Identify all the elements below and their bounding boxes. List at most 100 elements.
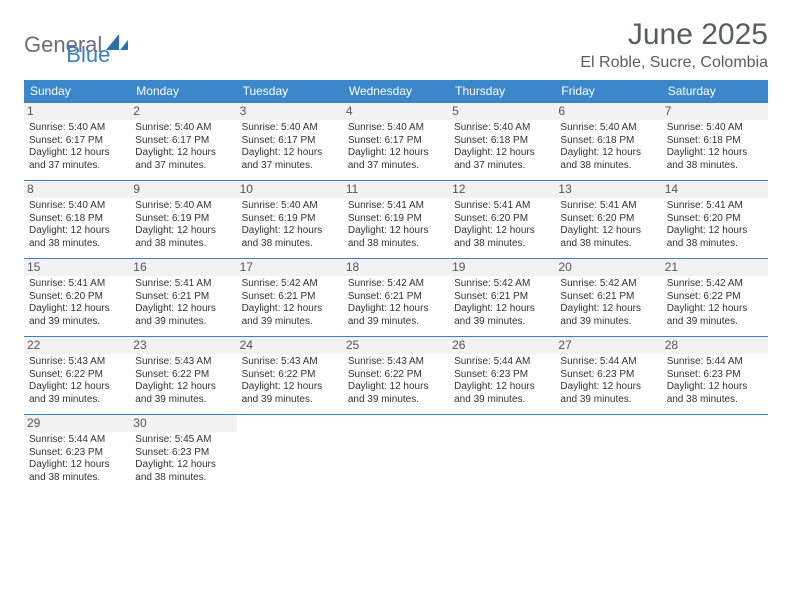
- daylight-text: Daylight: 12 hours and 39 minutes.: [135, 303, 231, 328]
- sunset-text: Sunset: 6:20 PM: [560, 213, 656, 226]
- sunset-text: Sunset: 6:20 PM: [667, 213, 763, 226]
- calendar-week-row: 22Sunrise: 5:43 AMSunset: 6:22 PMDayligh…: [24, 337, 768, 415]
- sunrise-text: Sunrise: 5:40 AM: [29, 200, 125, 213]
- calendar-day-cell: 9Sunrise: 5:40 AMSunset: 6:19 PMDaylight…: [130, 181, 236, 259]
- calendar-day-cell: 3Sunrise: 5:40 AMSunset: 6:17 PMDaylight…: [237, 103, 343, 181]
- sunset-text: Sunset: 6:23 PM: [29, 447, 125, 460]
- sunrise-text: Sunrise: 5:44 AM: [454, 356, 550, 369]
- day-number: 29: [24, 415, 130, 432]
- daylight-text: Daylight: 12 hours and 38 minutes.: [348, 225, 444, 250]
- day-number: 4: [343, 103, 449, 120]
- daylight-text: Daylight: 12 hours and 38 minutes.: [29, 225, 125, 250]
- sunrise-text: Sunrise: 5:43 AM: [29, 356, 125, 369]
- sunset-text: Sunset: 6:17 PM: [242, 135, 338, 148]
- daylight-text: Daylight: 12 hours and 38 minutes.: [560, 147, 656, 172]
- weekday-header: Wednesday: [343, 80, 449, 103]
- calendar-day-cell: 2 Sunrise: 5:40 AMSunset: 6:17 PMDaylight…: [130, 103, 236, 181]
- sunrise-text: Sunrise: 5:42 AM: [667, 278, 763, 291]
- sunset-text: Sunset: 6:21 PM: [560, 291, 656, 304]
- sunset-text: Sunset: 6:18 PM: [667, 135, 763, 148]
- day-number: 26: [449, 337, 555, 354]
- calendar-day-cell: 20Sunrise: 5:42 AMSunset: 6:21 PMDayligh…: [555, 259, 661, 337]
- day-number: 24: [237, 337, 343, 354]
- calendar-body: 1Sunrise: 5:40 AMSunset: 6:17 PMDaylight…: [24, 103, 768, 493]
- logo-text-blue: Blue: [66, 42, 110, 68]
- calendar-day-cell: 11Sunrise: 5:41 AMSunset: 6:19 PMDayligh…: [343, 181, 449, 259]
- calendar-day-cell: 7Sunrise: 5:40 AMSunset: 6:18 PMDaylight…: [662, 103, 768, 181]
- daylight-text: Daylight: 12 hours and 39 minutes.: [348, 381, 444, 406]
- daylight-text: Daylight: 12 hours and 38 minutes.: [135, 225, 231, 250]
- daylight-text: Daylight: 12 hours and 37 minutes.: [135, 147, 231, 172]
- sunrise-text: Sunrise: 5:42 AM: [454, 278, 550, 291]
- calendar-day-cell: 27Sunrise: 5:44 AMSunset: 6:23 PMDayligh…: [555, 337, 661, 415]
- daylight-text: Daylight: 12 hours and 37 minutes.: [454, 147, 550, 172]
- weekday-header: Sunday: [24, 80, 130, 103]
- sunset-text: Sunset: 6:23 PM: [560, 369, 656, 382]
- calendar-day-cell: 19Sunrise: 5:42 AMSunset: 6:21 PMDayligh…: [449, 259, 555, 337]
- day-number: 11: [343, 181, 449, 198]
- day-number: 21: [662, 259, 768, 276]
- calendar-day-cell: [662, 415, 768, 493]
- logo: General Blue: [24, 22, 110, 68]
- sunrise-text: Sunrise: 5:41 AM: [454, 200, 550, 213]
- sunset-text: Sunset: 6:22 PM: [667, 291, 763, 304]
- day-number: 25: [343, 337, 449, 354]
- day-number: 2: [130, 103, 236, 120]
- daylight-text: Daylight: 12 hours and 39 minutes.: [29, 381, 125, 406]
- calendar-day-cell: 10Sunrise: 5:40 AMSunset: 6:19 PMDayligh…: [237, 181, 343, 259]
- day-number: 27: [555, 337, 661, 354]
- sunset-text: Sunset: 6:17 PM: [29, 135, 125, 148]
- day-number: 1: [24, 103, 130, 120]
- calendar-day-cell: 21Sunrise: 5:42 AMSunset: 6:22 PMDayligh…: [662, 259, 768, 337]
- sunrise-text: Sunrise: 5:44 AM: [667, 356, 763, 369]
- sunrise-text: Sunrise: 5:40 AM: [29, 122, 125, 135]
- day-number: 8: [24, 181, 130, 198]
- sunset-text: Sunset: 6:21 PM: [348, 291, 444, 304]
- sunrise-text: Sunrise: 5:41 AM: [560, 200, 656, 213]
- daylight-text: Daylight: 12 hours and 37 minutes.: [29, 147, 125, 172]
- sunrise-text: Sunrise: 5:43 AM: [348, 356, 444, 369]
- day-number: 20: [555, 259, 661, 276]
- calendar-day-cell: 23Sunrise: 5:43 AMSunset: 6:22 PMDayligh…: [130, 337, 236, 415]
- sunset-text: Sunset: 6:18 PM: [454, 135, 550, 148]
- header: General Blue June 2025 El Roble, Sucre, …: [24, 18, 768, 72]
- daylight-text: Daylight: 12 hours and 39 minutes.: [348, 303, 444, 328]
- calendar-day-cell: 18Sunrise: 5:42 AMSunset: 6:21 PMDayligh…: [343, 259, 449, 337]
- calendar-page: General Blue June 2025 El Roble, Sucre, …: [0, 0, 792, 511]
- month-title: June 2025: [580, 18, 768, 52]
- sunset-text: Sunset: 6:20 PM: [29, 291, 125, 304]
- calendar-day-cell: 26Sunrise: 5:44 AMSunset: 6:23 PMDayligh…: [449, 337, 555, 415]
- sunset-text: Sunset: 6:23 PM: [667, 369, 763, 382]
- sunset-text: Sunset: 6:17 PM: [135, 135, 231, 148]
- day-number: 22: [24, 337, 130, 354]
- day-number: 10: [237, 181, 343, 198]
- sunset-text: Sunset: 6:22 PM: [29, 369, 125, 382]
- title-block: June 2025 El Roble, Sucre, Colombia: [580, 18, 768, 72]
- sunrise-text: Sunrise: 5:44 AM: [29, 434, 125, 447]
- day-number: 19: [449, 259, 555, 276]
- sunrise-text: Sunrise: 5:41 AM: [667, 200, 763, 213]
- day-number: 6: [555, 103, 661, 120]
- sunrise-text: Sunrise: 5:40 AM: [560, 122, 656, 135]
- daylight-text: Daylight: 12 hours and 39 minutes.: [454, 303, 550, 328]
- sunrise-text: Sunrise: 5:40 AM: [454, 122, 550, 135]
- daylight-text: Daylight: 12 hours and 39 minutes.: [560, 381, 656, 406]
- calendar-day-cell: 1 Sunrise: 5:40 AMSunset: 6:17 PMDaylight…: [24, 103, 130, 181]
- sunset-text: Sunset: 6:23 PM: [135, 447, 231, 460]
- day-number: 30: [130, 415, 236, 432]
- daylight-text: Daylight: 12 hours and 39 minutes.: [454, 381, 550, 406]
- day-number: 15: [24, 259, 130, 276]
- daylight-text: Daylight: 12 hours and 38 minutes.: [667, 381, 763, 406]
- weekday-header: Friday: [555, 80, 661, 103]
- weekday-header: Tuesday: [237, 80, 343, 103]
- sunrise-text: Sunrise: 5:43 AM: [242, 356, 338, 369]
- day-number: 16: [130, 259, 236, 276]
- day-number: 7: [662, 103, 768, 120]
- sunrise-text: Sunrise: 5:42 AM: [348, 278, 444, 291]
- calendar-day-cell: 24Sunrise: 5:43 AMSunset: 6:22 PMDayligh…: [237, 337, 343, 415]
- sunrise-text: Sunrise: 5:40 AM: [135, 122, 231, 135]
- sunrise-text: Sunrise: 5:41 AM: [135, 278, 231, 291]
- sunset-text: Sunset: 6:22 PM: [348, 369, 444, 382]
- calendar-day-cell: 29Sunrise: 5:44 AMSunset: 6:23 PMDayligh…: [24, 415, 130, 493]
- day-number: 14: [662, 181, 768, 198]
